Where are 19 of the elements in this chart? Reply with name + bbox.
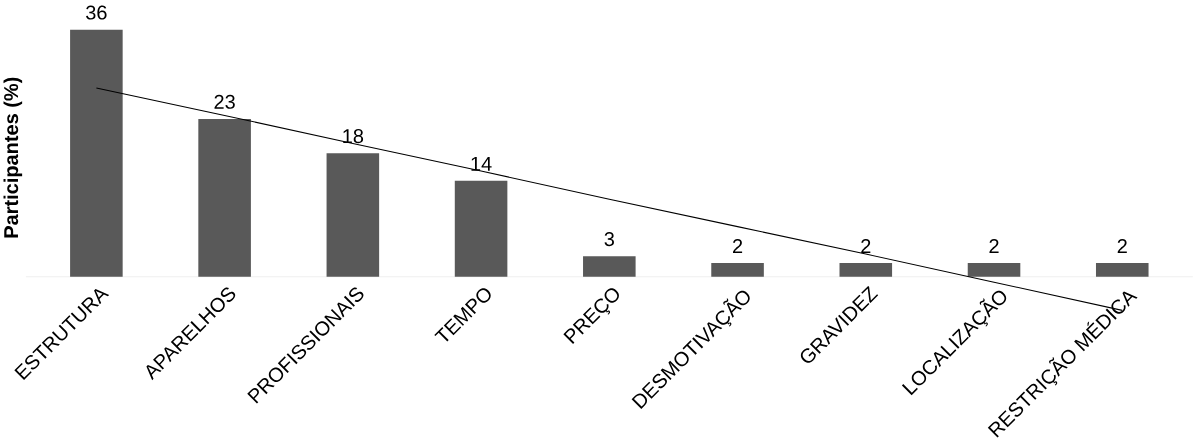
bar xyxy=(454,180,508,277)
data-label: 14 xyxy=(471,157,492,171)
data-label: 2 xyxy=(733,239,743,254)
bar xyxy=(198,119,251,277)
data-label: 2 xyxy=(861,239,871,254)
data-label: 36 xyxy=(86,5,107,20)
y-axis-title: Participantes (%) xyxy=(3,77,23,238)
data-label: 2 xyxy=(1117,239,1127,254)
bar xyxy=(711,263,764,277)
data-label: 2 xyxy=(989,239,999,254)
bar xyxy=(839,263,893,277)
bar xyxy=(967,263,1021,277)
data-label: 3 xyxy=(604,232,614,247)
bar xyxy=(326,153,380,277)
bar xyxy=(583,256,636,277)
data-label: 23 xyxy=(214,94,235,110)
bar xyxy=(70,29,123,277)
bar xyxy=(1095,263,1149,277)
data-label: 18 xyxy=(343,129,364,144)
